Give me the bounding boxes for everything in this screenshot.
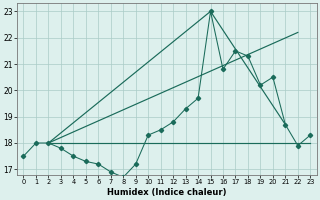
X-axis label: Humidex (Indice chaleur): Humidex (Indice chaleur) (107, 188, 227, 197)
